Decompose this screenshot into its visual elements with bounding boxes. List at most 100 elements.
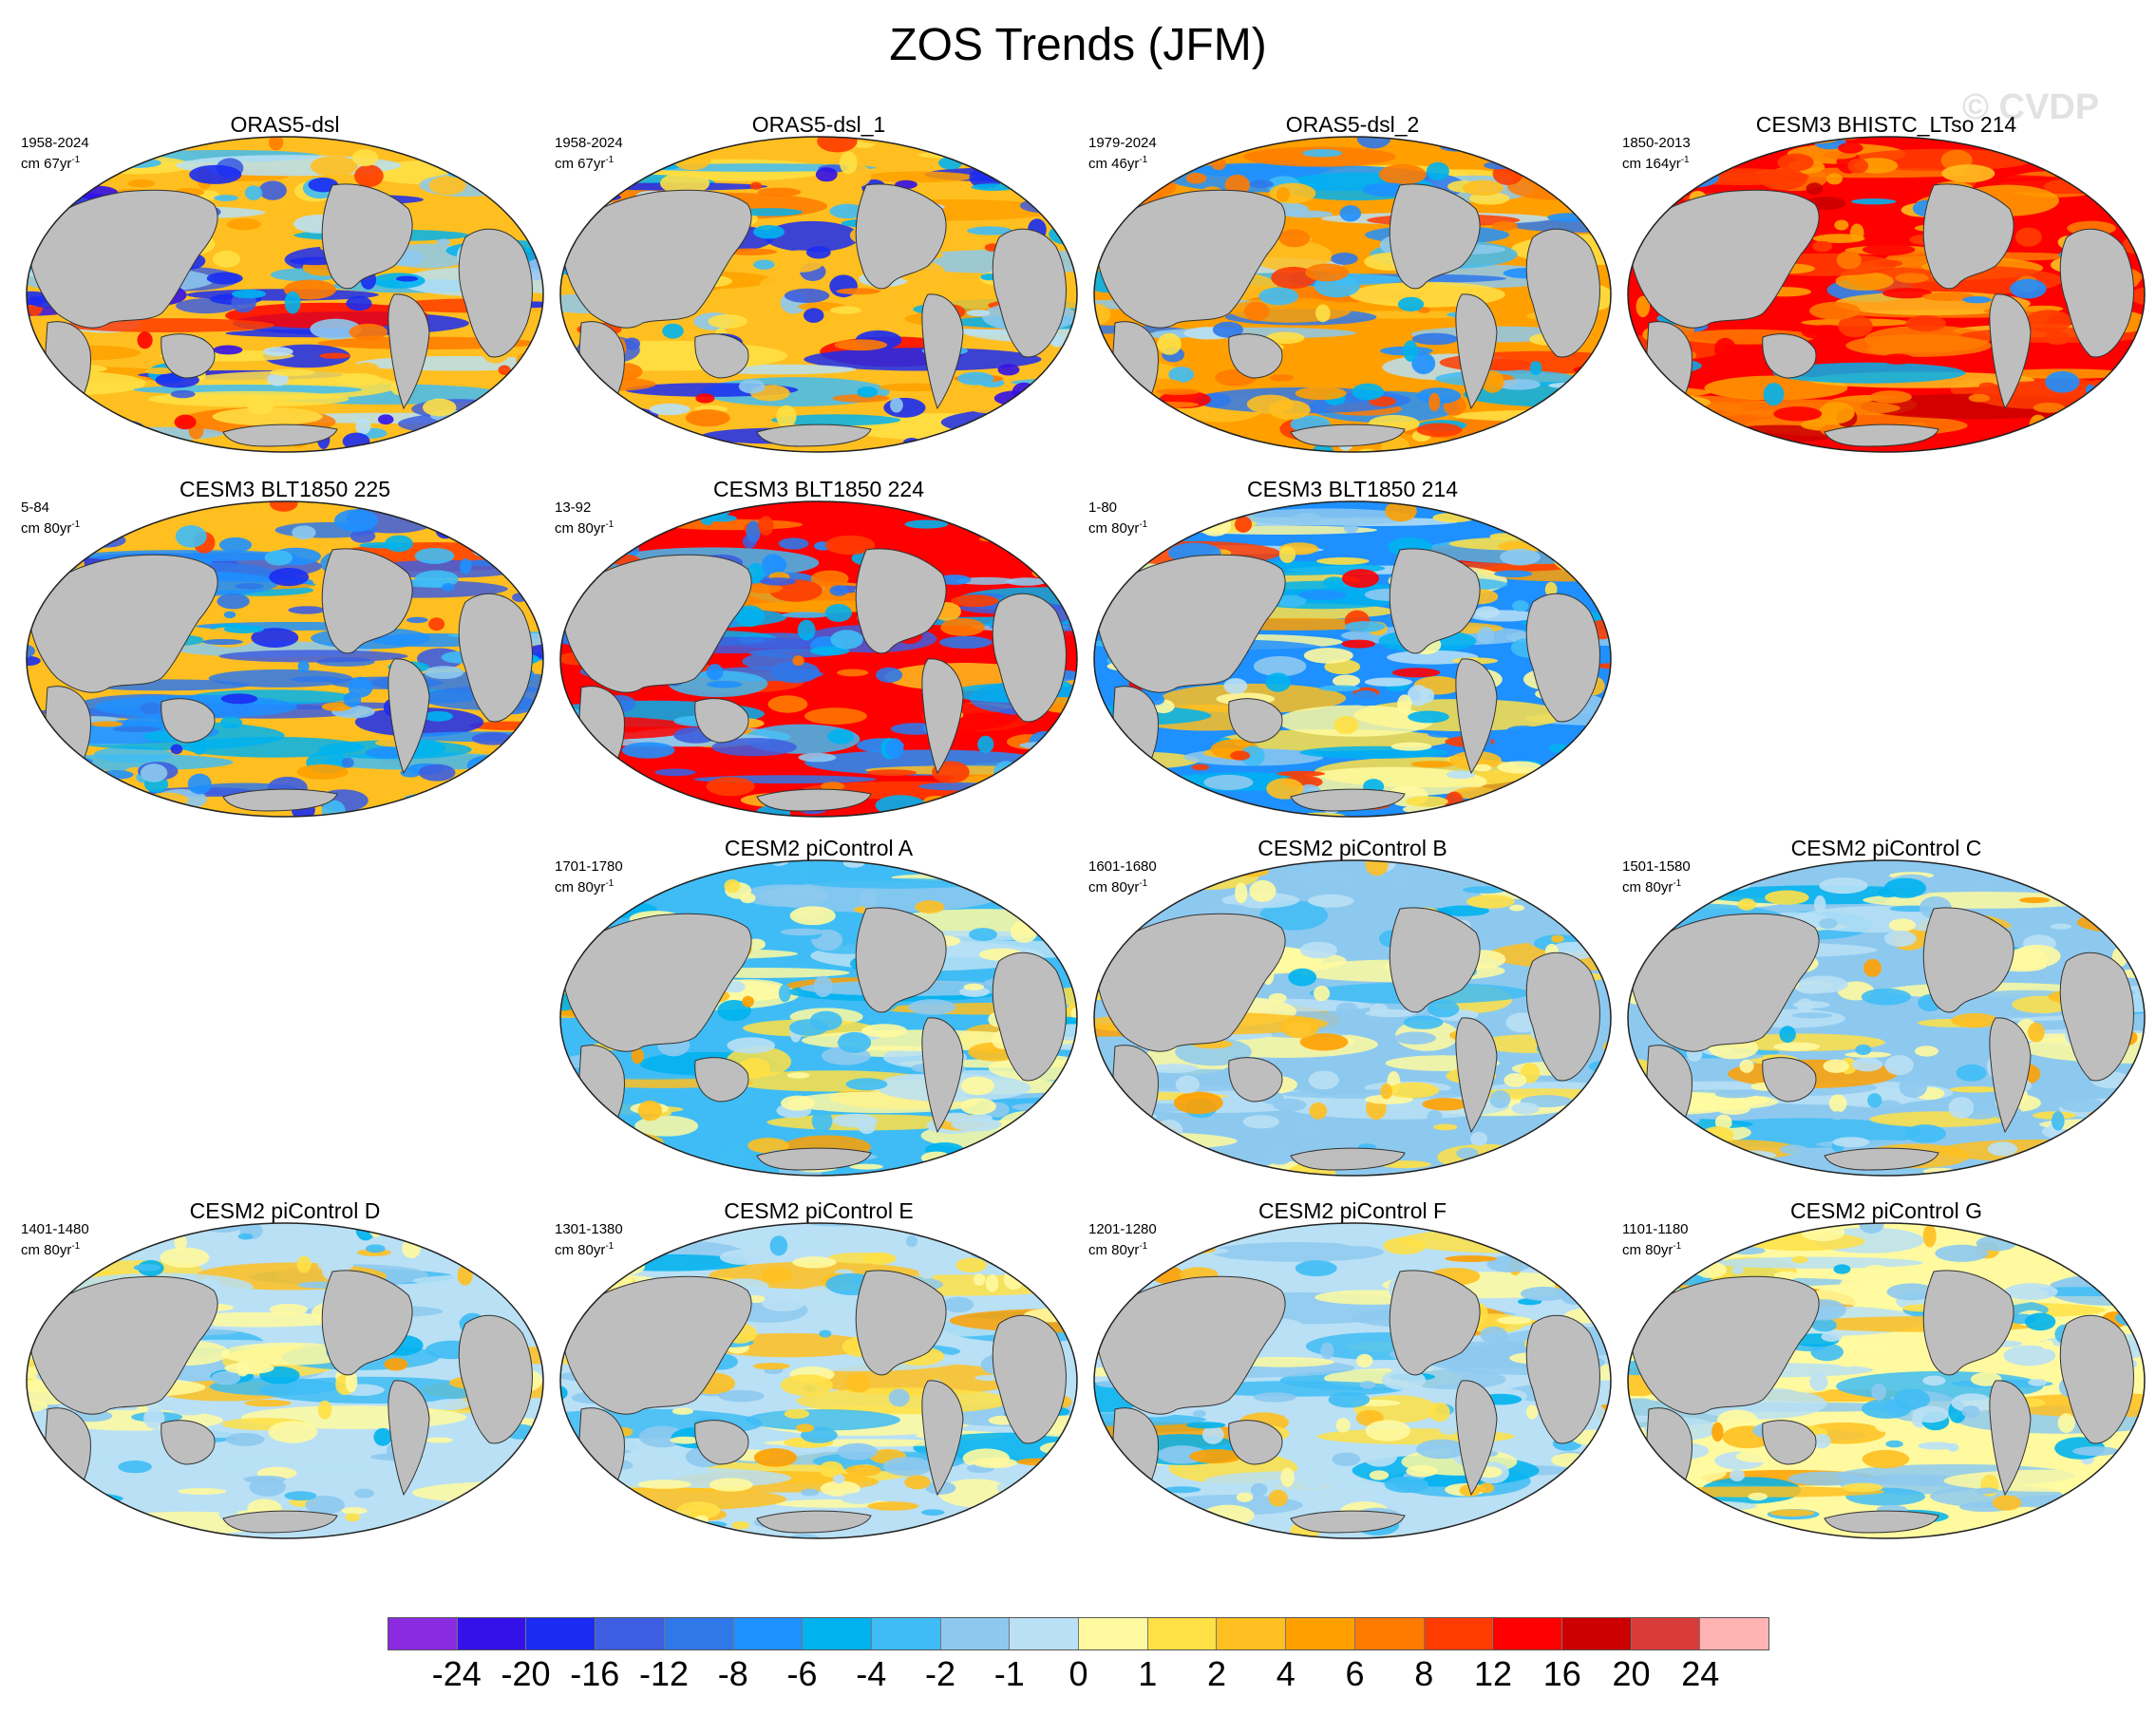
map-border [1093,859,1612,1177]
map-border [1093,1222,1612,1539]
land-mass [222,1510,338,1534]
trend-map [1093,859,1612,1177]
land-mass [992,593,1067,723]
land-mass [458,228,533,358]
colorbar-tick-label: 0 [1069,1654,1088,1693]
land-mass [1455,658,1498,775]
land-mass [756,1147,872,1171]
colorbar [388,1617,1769,1650]
land-mass [2059,952,2134,1082]
land-mass [1389,1270,1481,1376]
land-mass [1290,1147,1406,1171]
ocean-trend-field [560,501,1077,817]
map-panel: CESM3 BLT1850 224 13-92 cm 80yr-1 [553,477,1085,820]
panel-title: CESM2 piControl F [1258,1198,1447,1223]
land-mass [1455,1017,1498,1134]
land-mass [561,554,752,693]
period-label: 1850-2013 [1622,135,1691,151]
panel-title: CESM2 piControl D [189,1198,381,1223]
period-label: 1958-2024 [555,135,623,151]
period-label: 1501-1580 [1622,858,1691,875]
colorbar-swatch [1217,1618,1287,1649]
land-mass [1646,321,1693,419]
trend-map [559,1222,1078,1539]
panel-title: CESM2 piControl A [724,836,914,860]
land-mass [1095,913,1286,1052]
ocean-trend-field [27,1223,543,1538]
land-mass [694,333,749,379]
land-mass [1228,1420,1283,1465]
map-border [1627,859,2146,1177]
trend-map [1093,136,1612,453]
land-mass [1095,1275,1286,1415]
land-mass [388,293,430,410]
map-panel: CESM2 piControl E 1301-1380 cm 80yr-1 [553,1198,1085,1542]
land-mass [1922,183,2014,290]
land-mass [458,1314,533,1444]
unit-label: cm 80yr-1 [555,878,615,895]
land-mass [921,658,964,775]
colorbar-swatch [1354,1618,1425,1649]
land-mass [45,1407,91,1505]
period-label: 1979-2024 [1088,135,1157,151]
colorbar-tick-label: 6 [1345,1654,1365,1693]
land-mass [388,1380,430,1497]
trend-map [1627,136,2146,453]
panel-title: ORAS5-dsl [230,112,340,137]
land-mass [1228,333,1283,379]
colorbar-swatch [596,1618,665,1649]
colorbar-swatch [526,1618,596,1649]
land-mass [161,333,216,379]
figure-title: ZOS Trends (JFM) [889,20,1267,70]
unit-label: cm 80yr-1 [1088,878,1148,895]
land-mass [1989,293,2032,410]
colorbar-swatch [1010,1618,1080,1649]
land-mass [1228,698,1283,744]
map-border [1093,136,1612,453]
land-mass [1525,228,1600,358]
ocean-trend-field [1094,501,1611,817]
panel-title: CESM3 BHISTC_LTso 214 [1755,112,2017,137]
trend-map [559,859,1078,1177]
land-mass [1629,1275,1820,1415]
period-label: 5-84 [21,499,50,516]
ocean-trend-field [27,501,543,817]
map-panel: CESM2 piControl C 1501-1580 cm 80yr-1 [1620,836,2152,1179]
panel-title: ORAS5-dsl_1 [751,112,886,137]
colorbar-swatch [803,1618,872,1649]
map-panel: CESM3 BLT1850 214 1-80 cm 80yr-1 [1087,477,1618,820]
ocean-trend-field [1094,1223,1611,1538]
map-panel: CESM2 piControl B 1601-1680 cm 80yr-1 [1087,836,1618,1179]
period-label: 1-80 [1088,499,1118,516]
colorbar-tick-label: -12 [638,1654,690,1693]
map-panel: ORAS5-dsl_1 1958-2024 cm 67yr-1 [553,112,1085,456]
panel-title: CESM2 piControl G [1790,1198,1982,1223]
colorbar-tick-label: 12 [1473,1654,1513,1693]
map-panel: CESM2 piControl A 1701-1780 cm 80yr-1 [553,836,1085,1179]
map-border [26,1222,544,1539]
colorbar-tick-label: 16 [1542,1654,1581,1693]
land-mass [1290,424,1406,447]
colorbar-tick-label: -16 [570,1654,620,1693]
land-mass [1112,321,1159,419]
land-mass [756,424,872,447]
trend-map [26,136,544,453]
colorbar-tick-label: -20 [501,1654,551,1693]
land-mass [1762,1420,1817,1465]
map-border [1627,136,2146,453]
land-mass [855,548,947,654]
land-mass [1922,1270,2014,1376]
land-mass [561,1275,752,1415]
land-mass [28,554,218,693]
map-border [1627,1222,2146,1539]
ocean-trend-field [1628,860,2145,1176]
land-mass [855,907,947,1013]
land-mass [855,1270,947,1376]
watermark: © CVDP [1962,87,2100,127]
colorbar-tick-label: -24 [431,1654,482,1693]
map-border [1093,500,1612,818]
land-mass [561,913,752,1052]
colorbar-swatch [871,1618,941,1649]
map-panel: CESM2 piControl D 1401-1480 cm 80yr-1 [19,1198,551,1542]
unit-label: cm 80yr-1 [1088,1241,1148,1258]
